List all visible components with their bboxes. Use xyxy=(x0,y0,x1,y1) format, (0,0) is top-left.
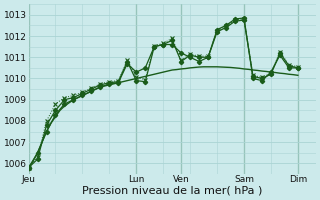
X-axis label: Pression niveau de la mer( hPa ): Pression niveau de la mer( hPa ) xyxy=(82,186,262,196)
